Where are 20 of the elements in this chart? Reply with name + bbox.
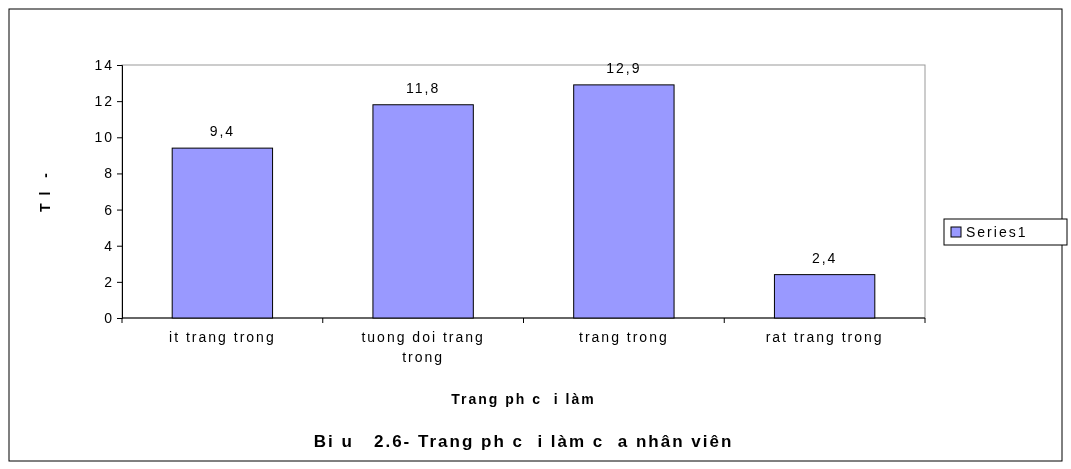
data-label: 12,9 [606, 59, 642, 76]
data-label: 2,4 [811, 249, 838, 266]
y-tick-label: 6 [104, 201, 114, 218]
y-tick-label: 10 [94, 129, 114, 146]
y-tick-label: 2 [104, 273, 114, 290]
x-tick-label: tuong doi trang trong [361, 329, 485, 365]
x-tick-label: trang trong [579, 329, 669, 345]
y-axis-title: T l - [37, 171, 53, 212]
y-tick-label: 4 [104, 237, 114, 254]
y-tick-label: 12 [94, 93, 114, 110]
data-label: 11,8 [406, 79, 441, 96]
y-tick-label: 14 [94, 56, 114, 73]
y-tick-label: 8 [104, 165, 114, 182]
x-tick-label: rat trang trong [765, 329, 884, 345]
data-label: 9,4 [209, 123, 236, 140]
x-tick-label: it trang trong [169, 329, 276, 345]
legend-label: Series1 [966, 224, 1028, 240]
text: Bi u 2.6- Trang ph c i làm c a nhân viên [313, 432, 734, 451]
x-axis-title: Trang ph c i làm [451, 391, 596, 407]
y-tick-label: 0 [104, 309, 114, 326]
